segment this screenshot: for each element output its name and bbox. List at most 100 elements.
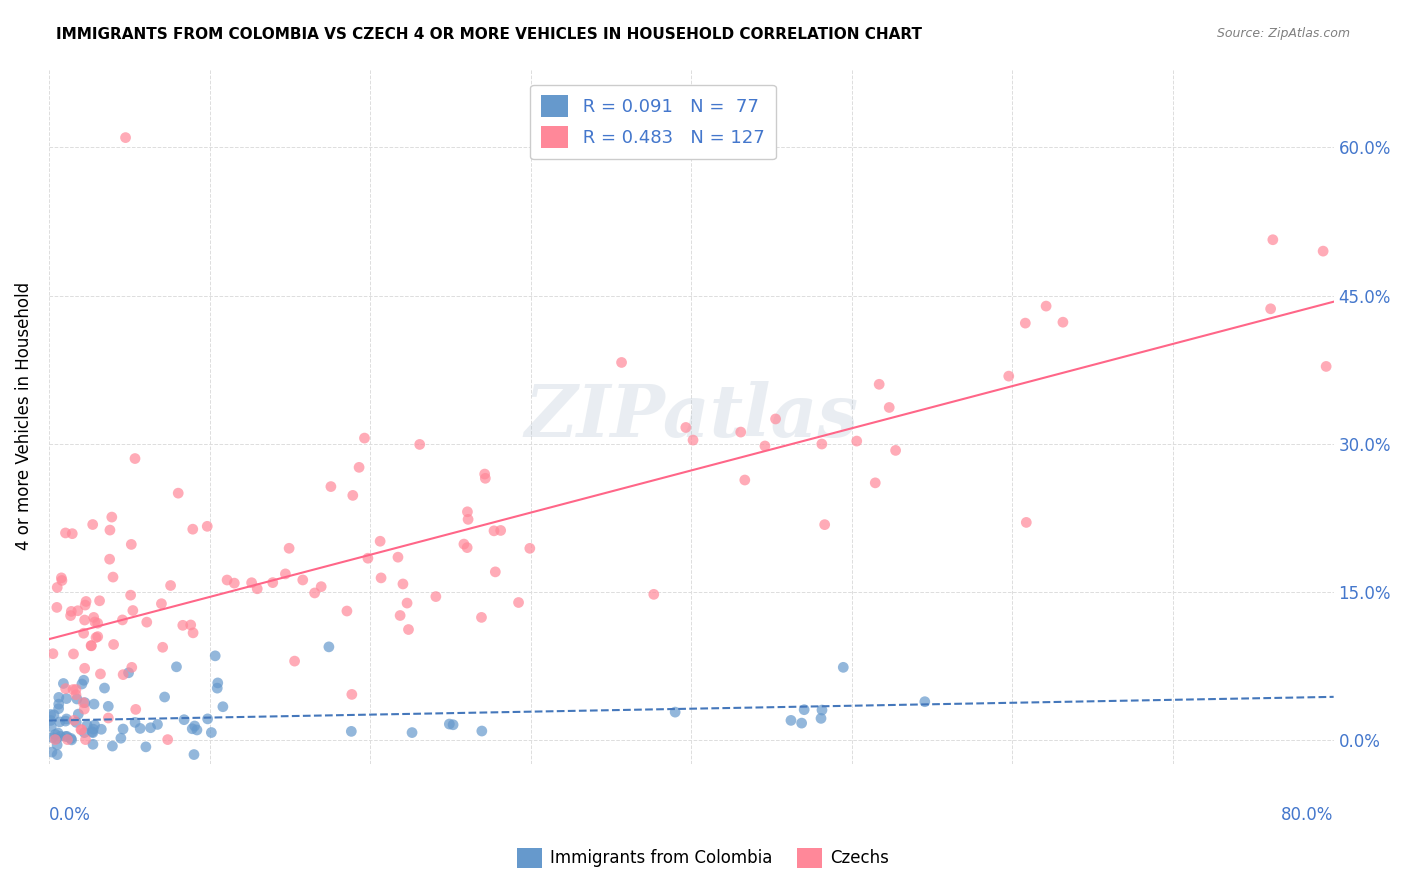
Immigrants from Colombia: [44, 727, 66, 741]
Immigrants from Colombia: [46, 726, 69, 740]
Czechs: [97, 711, 120, 725]
Czechs: [51, 574, 73, 588]
Czechs: [70, 723, 93, 737]
Czechs: [60, 604, 83, 618]
Immigrants from Colombia: [70, 677, 93, 691]
Czechs: [72, 626, 94, 640]
Czechs: [42, 647, 65, 661]
Czechs: [336, 604, 359, 618]
Czechs: [868, 377, 890, 392]
Czechs: [489, 524, 512, 538]
Immigrants from Colombia: [82, 722, 104, 736]
Text: ZIPatlas: ZIPatlas: [524, 381, 859, 452]
Legend: Immigrants from Colombia, Czechs: Immigrants from Colombia, Czechs: [510, 841, 896, 875]
Immigrants from Colombia: [48, 697, 70, 711]
Czechs: [814, 517, 837, 532]
Immigrants from Colombia: [401, 725, 423, 739]
Immigrants from Colombia: [76, 718, 98, 732]
Text: IMMIGRANTS FROM COLOMBIA VS CZECH 4 OR MORE VEHICLES IN HOUSEHOLD CORRELATION CH: IMMIGRANTS FROM COLOMBIA VS CZECH 4 OR M…: [56, 27, 922, 42]
Immigrants from Colombia: [93, 681, 115, 695]
Czechs: [73, 613, 96, 627]
Czechs: [508, 595, 530, 609]
Czechs: [83, 615, 105, 629]
Czechs: [456, 505, 478, 519]
Immigrants from Colombia: [146, 717, 169, 731]
Immigrants from Colombia: [39, 707, 62, 722]
Czechs: [1015, 516, 1038, 530]
Immigrants from Colombia: [207, 681, 229, 695]
Czechs: [80, 639, 103, 653]
Czechs: [389, 608, 412, 623]
Immigrants from Colombia: [124, 715, 146, 730]
Czechs: [342, 488, 364, 502]
Czechs: [72, 696, 94, 710]
Czechs: [1014, 316, 1036, 330]
Czechs: [120, 588, 142, 602]
Czechs: [730, 425, 752, 439]
Immigrants from Colombia: [39, 714, 62, 728]
Immigrants from Colombia: [200, 725, 222, 739]
Immigrants from Colombia: [439, 717, 461, 731]
Czechs: [125, 702, 148, 716]
Czechs: [98, 523, 121, 537]
Immigrants from Colombia: [46, 747, 69, 762]
Legend:  R = 0.091   N =  77,  R = 0.483   N = 127: R = 0.091 N = 77, R = 0.483 N = 127: [530, 85, 776, 160]
Czechs: [62, 682, 84, 697]
Czechs: [83, 610, 105, 624]
Y-axis label: 4 or more Vehicles in Household: 4 or more Vehicles in Household: [15, 283, 32, 550]
Czechs: [45, 600, 67, 615]
Immigrants from Colombia: [48, 690, 70, 705]
Czechs: [135, 615, 157, 629]
Immigrants from Colombia: [204, 648, 226, 663]
Czechs: [347, 460, 370, 475]
Immigrants from Colombia: [39, 719, 62, 733]
Immigrants from Colombia: [48, 701, 70, 715]
Czechs: [408, 437, 430, 451]
Czechs: [114, 130, 136, 145]
Czechs: [682, 433, 704, 447]
Immigrants from Colombia: [153, 690, 176, 704]
Czechs: [357, 551, 380, 566]
Immigrants from Colombia: [101, 739, 124, 753]
Czechs: [884, 443, 907, 458]
Czechs: [262, 575, 284, 590]
Immigrants from Colombia: [56, 730, 79, 744]
Czechs: [304, 586, 326, 600]
Czechs: [56, 732, 79, 747]
Immigrants from Colombia: [82, 724, 104, 739]
Immigrants from Colombia: [65, 715, 87, 730]
Czechs: [811, 437, 834, 451]
Czechs: [180, 618, 202, 632]
Czechs: [246, 582, 269, 596]
Czechs: [291, 573, 314, 587]
Czechs: [89, 594, 111, 608]
Czechs: [1035, 299, 1057, 313]
Czechs: [60, 526, 83, 541]
Immigrants from Colombia: [83, 697, 105, 711]
Czechs: [240, 575, 263, 590]
Czechs: [87, 630, 110, 644]
Czechs: [152, 640, 174, 655]
Czechs: [103, 638, 125, 652]
Immigrants from Colombia: [49, 729, 72, 743]
Czechs: [368, 534, 391, 549]
Czechs: [75, 732, 97, 747]
Immigrants from Colombia: [60, 732, 83, 747]
Immigrants from Colombia: [42, 707, 65, 722]
Czechs: [284, 654, 307, 668]
Immigrants from Colombia: [52, 676, 75, 690]
Czechs: [80, 639, 103, 653]
Czechs: [845, 434, 868, 448]
Immigrants from Colombia: [112, 722, 135, 736]
Immigrants from Colombia: [780, 714, 803, 728]
Czechs: [66, 604, 89, 618]
Czechs: [482, 524, 505, 538]
Czechs: [172, 618, 194, 632]
Immigrants from Colombia: [66, 692, 89, 706]
Immigrants from Colombia: [664, 705, 686, 719]
Czechs: [519, 541, 541, 556]
Immigrants from Colombia: [117, 665, 139, 680]
Czechs: [765, 412, 787, 426]
Czechs: [474, 471, 496, 485]
Czechs: [425, 590, 447, 604]
